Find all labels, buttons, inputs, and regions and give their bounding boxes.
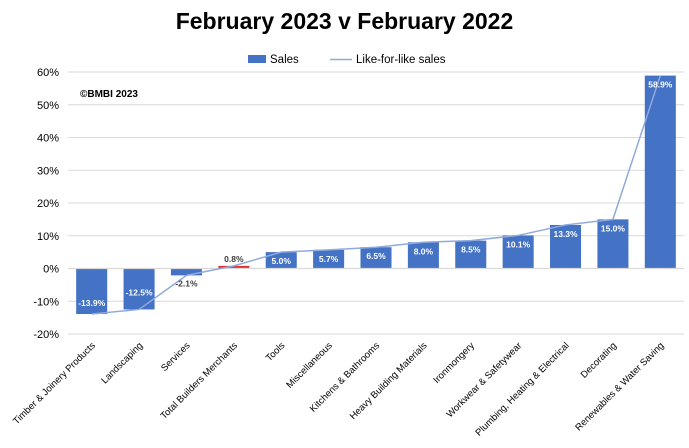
copyright-annotation: ©BMBI 2023: [80, 89, 138, 100]
category-label: Ironmongery: [431, 340, 477, 386]
data-label: 10.1%: [506, 239, 531, 249]
lfl-series-line: [91, 75, 662, 315]
y-tick-label: 50%: [37, 100, 59, 112]
data-label: 13.3%: [553, 229, 578, 239]
category-label: Tools: [264, 340, 288, 364]
y-tick-label: 40%: [37, 133, 59, 145]
y-tick-label: -10%: [33, 296, 59, 308]
legend: Sales Like-for-like sales: [248, 54, 446, 66]
category-label: Landscaping: [99, 340, 145, 386]
category-label: Heavy Building Materials: [348, 340, 430, 422]
y-tick-label: 0%: [43, 264, 59, 276]
y-tick-label: 10%: [37, 231, 59, 243]
bar-sales: [455, 240, 487, 269]
legend-sales-swatch: [248, 55, 266, 63]
bar-sales: [360, 247, 392, 269]
category-label: Total Builders Merchants: [159, 340, 241, 422]
category-label: Timber & Joinery Products: [11, 340, 98, 427]
data-label: -2.1%: [175, 278, 198, 288]
bars: [68, 75, 684, 315]
bar-sales: [502, 235, 534, 269]
bar-sales: [313, 249, 345, 269]
data-label: 15.0%: [601, 223, 626, 233]
bar-sales: [597, 219, 629, 269]
data-label: 0.8%: [224, 254, 244, 264]
bar-sales: [550, 224, 582, 269]
bar-sales: [644, 75, 676, 269]
category-label: Services: [159, 340, 193, 374]
category-label: Miscellaneous: [284, 340, 335, 391]
data-label: 5.0%: [272, 256, 292, 266]
category-label: Decorating: [579, 340, 619, 380]
data-label: 6.5%: [366, 251, 386, 261]
data-label: 8.0%: [414, 246, 434, 256]
data-label: 58.9%: [648, 80, 673, 90]
y-tick-label: -20%: [33, 329, 59, 341]
like-for-like-line: [91, 75, 662, 315]
bar-sales: [76, 268, 108, 315]
data-label: 5.7%: [319, 254, 339, 264]
chart-title: February 2023 v February 2022: [175, 8, 514, 34]
data-labels: -13.9% -12.5% -2.1% 0.8% 5.0% 5.7% 6.5% 8.0% 8.5…: [78, 80, 673, 308]
data-label: -13.9%: [78, 298, 105, 308]
category-label: Plumbing, Heating & Electrical: [474, 340, 572, 438]
bar-sales: [218, 265, 250, 269]
y-tick-label: 60%: [37, 67, 59, 79]
category-label: Renewables & Water Saving: [573, 340, 666, 433]
x-axis-categories: Timber & Joinery Products Landscaping Serv…: [11, 340, 666, 438]
legend-sales-label: Sales: [270, 54, 299, 66]
y-axis-ticks: 60% 50% 40% 30% 20% 10% 0% -10% -20%: [33, 67, 59, 341]
y-tick-label: 30%: [37, 165, 59, 177]
grid-lines: [68, 71, 684, 335]
y-tick-label: 20%: [37, 198, 59, 210]
legend-lfl-label: Like-for-like sales: [356, 54, 446, 66]
data-label: 8.5%: [461, 245, 481, 255]
data-label: -12.5%: [126, 287, 153, 297]
bar-sales: [265, 252, 297, 269]
bar-sales: [407, 242, 439, 269]
bar-sales: [170, 268, 202, 276]
